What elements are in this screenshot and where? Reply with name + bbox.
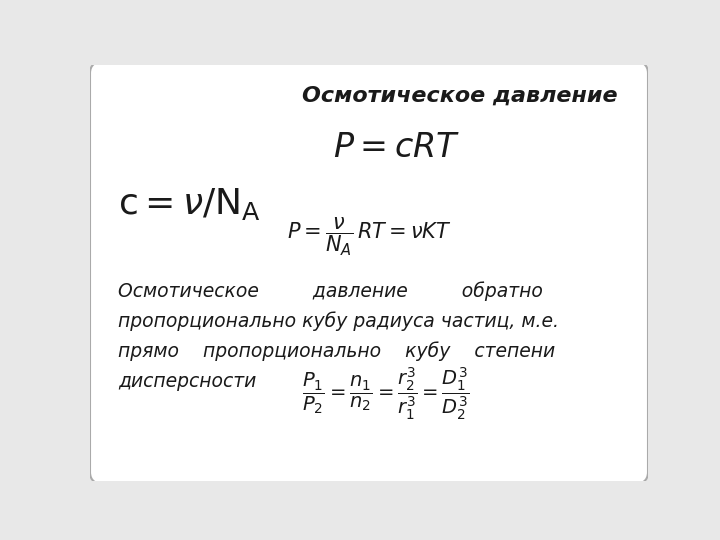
Text: $\mathsf{c} = \nu/\mathrm{N}_{\mathrm{A}}$: $\mathsf{c} = \nu/\mathrm{N}_{\mathrm{A}… bbox=[118, 186, 261, 222]
FancyBboxPatch shape bbox=[90, 60, 648, 485]
Text: дисперсности: дисперсности bbox=[118, 372, 256, 391]
Text: $P = cRT$: $P = cRT$ bbox=[333, 131, 461, 165]
Text: $\dfrac{P_{1}}{P_{2}} = \dfrac{n_{1}}{n_{2}} = \dfrac{r_{2}^{3}}{r_{1}^{3}} = \d: $\dfrac{P_{1}}{P_{2}} = \dfrac{n_{1}}{n_… bbox=[302, 365, 469, 422]
Text: $P = \dfrac{\nu}{N_{A}}\,RT = \nu KT$: $P = \dfrac{\nu}{N_{A}}\,RT = \nu KT$ bbox=[287, 217, 451, 259]
Text: прямо    пропорционально    кубу    степени: прямо пропорционально кубу степени bbox=[118, 341, 555, 361]
Text: Осмотическое         давление         обратно: Осмотическое давление обратно bbox=[118, 281, 543, 301]
Text: пропорционально кубу радиуса частиц, м.е.: пропорционально кубу радиуса частиц, м.е… bbox=[118, 312, 559, 331]
Text: Осмотическое давление: Осмотическое давление bbox=[302, 86, 618, 106]
